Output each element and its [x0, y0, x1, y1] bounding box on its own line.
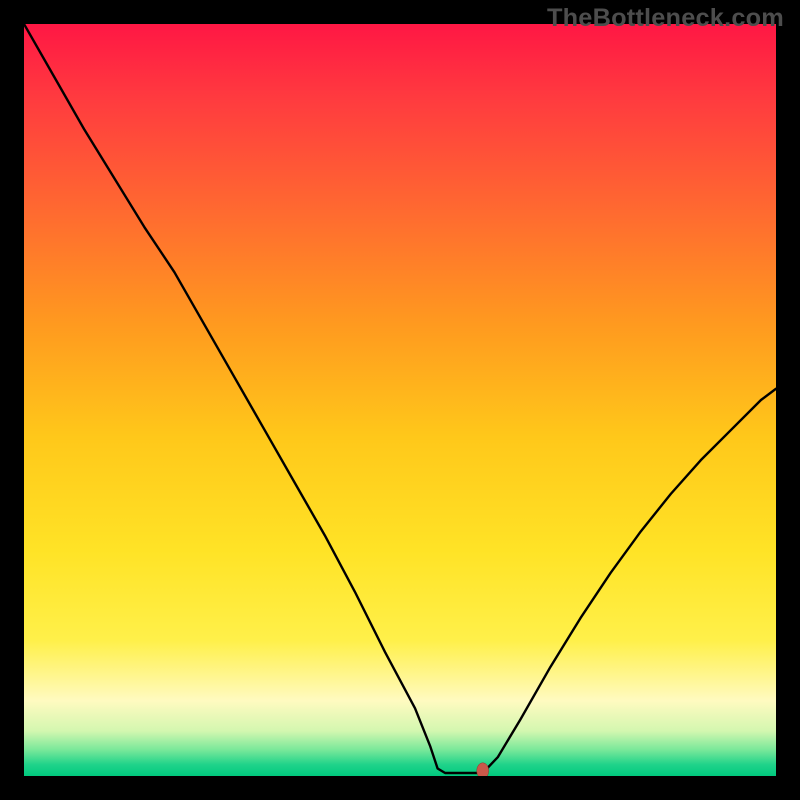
- gradient-background: [24, 24, 776, 776]
- watermark-text: TheBottleneck.com: [547, 4, 784, 33]
- chart-svg: [24, 24, 776, 776]
- plot-area: [24, 24, 776, 776]
- optimum-marker: [477, 763, 489, 776]
- outer-frame: TheBottleneck.com: [0, 0, 800, 800]
